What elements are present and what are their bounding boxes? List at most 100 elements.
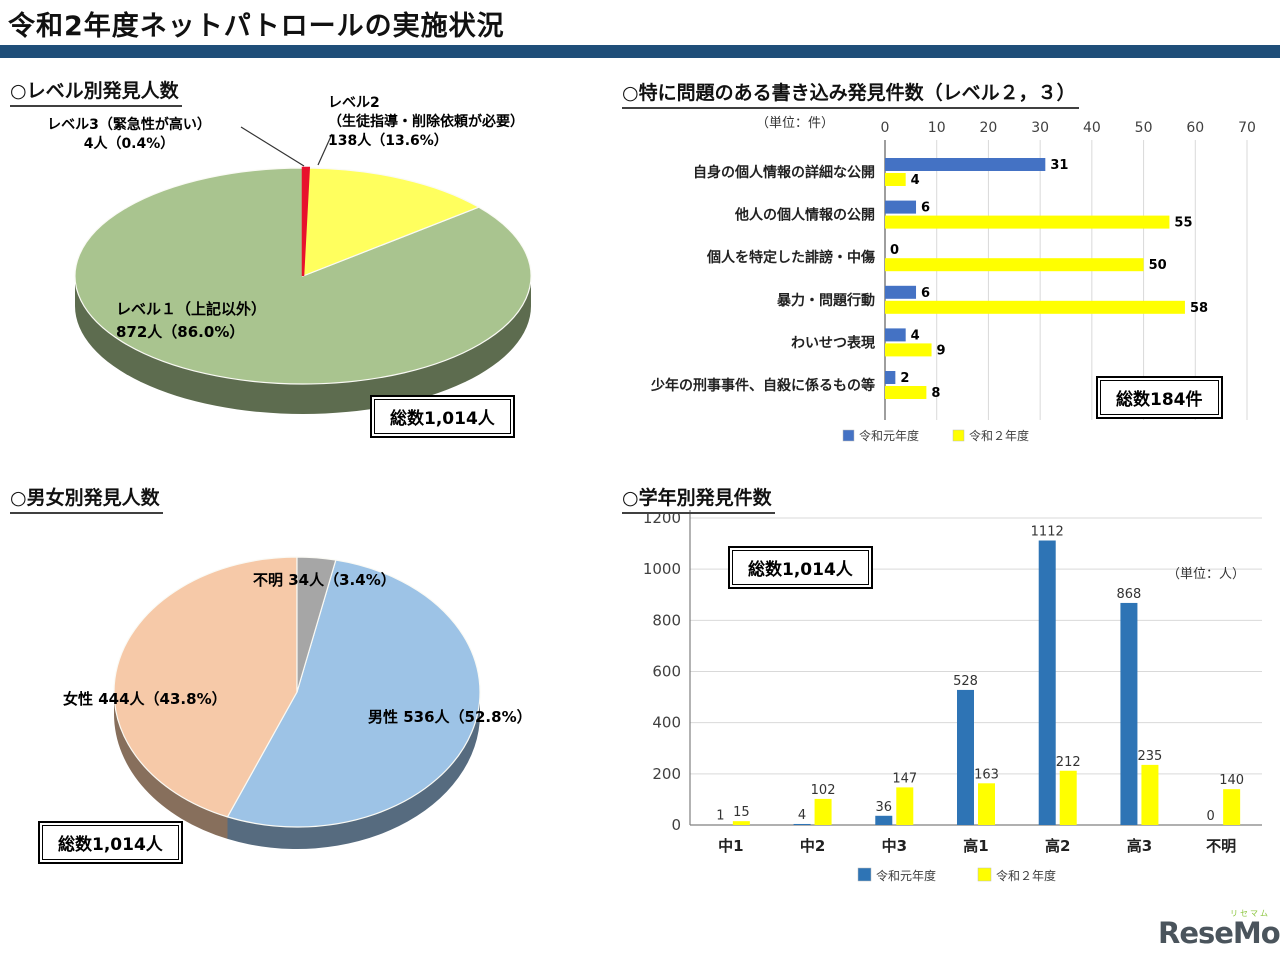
- value-label: 212: [1056, 755, 1081, 770]
- label-unknown-text: 不明: [253, 571, 284, 589]
- bar: [957, 689, 974, 825]
- logo-text-row: ReseMom.: [1158, 919, 1280, 948]
- legend-label: 令和２年度: [996, 868, 1056, 883]
- value-label: 4: [911, 328, 920, 343]
- label-level1: レベル１（上記以外） 872人（86.0%）: [116, 298, 266, 343]
- logo-kana: リセマム: [1230, 909, 1270, 918]
- pie-slice-2: [113, 556, 298, 818]
- gender-pie-heading: ○男女別発見人数: [10, 483, 163, 514]
- level-total-text: 総数1,014人: [374, 399, 511, 434]
- category-label: 自身の個人情報の詳細な公開: [693, 164, 875, 181]
- level-pie-chart: [74, 126, 532, 415]
- category-label: 暴力・問題行動: [776, 292, 875, 309]
- gender-pie-chart: [113, 556, 481, 849]
- x-tick-label: 40: [1083, 120, 1101, 136]
- grade-total-box: 総数1,014人: [728, 546, 873, 589]
- label-male-text: 男性: [368, 708, 399, 726]
- bar: [885, 158, 1046, 171]
- callout-level2-sublabel: （生徒指導・削除依頼が必要）: [328, 113, 524, 130]
- section-grade-bar: ○学年別発見件数 0 200 400 600 800 1000 1200 中1 1 15 中2 4 10…: [620, 476, 1280, 906]
- value-label: 50: [1149, 258, 1167, 273]
- pie-side: [227, 692, 480, 849]
- bar: [885, 173, 906, 186]
- y-tick-label: 200: [652, 765, 681, 783]
- pie-slice-1: [226, 559, 481, 828]
- gender-total-text: 総数1,014人: [42, 825, 179, 860]
- callout-level2: レベル2 （生徒指導・削除依頼が必要） 138人（13.6%）: [328, 94, 524, 151]
- callout-level3-value: 4人（0.4%）: [83, 135, 175, 152]
- bar: [814, 798, 832, 825]
- category-label: 少年の刑事事件、自殺に係るもの等: [650, 377, 875, 394]
- category-label: 中3: [882, 837, 907, 855]
- gender-total-box: 総数1,014人: [38, 821, 183, 864]
- legend-swatch: [842, 429, 855, 442]
- value-label: 147: [892, 771, 917, 786]
- problem-total-box: 総数184件: [1096, 376, 1223, 419]
- x-tick-label: 30: [1031, 120, 1049, 136]
- label-female-value: 444人（43.8%）: [98, 690, 227, 708]
- value-label: 1: [716, 809, 724, 824]
- value-label: 8: [931, 386, 940, 401]
- callout-level3: レベル3（緊急性が高い） 4人（0.4%）: [13, 116, 245, 154]
- bar: [732, 821, 750, 825]
- label-female: 女性 444人（43.8%）: [63, 688, 227, 711]
- category-label: 中2: [800, 837, 825, 855]
- value-label: 868: [1117, 587, 1142, 602]
- legend-label: 令和元年度: [876, 868, 936, 883]
- value-label: 15: [733, 805, 750, 820]
- title-accent-bar: [0, 45, 1280, 58]
- section-problem-bar: ○特に問題のある書き込み発見件数（レベル２，３） （単位：件） 0 10 20 30 4…: [620, 70, 1280, 470]
- bar: [885, 285, 917, 299]
- value-label: 31: [1050, 158, 1068, 173]
- legend-label: 令和２年度: [969, 428, 1029, 443]
- pointer-line: [317, 133, 333, 166]
- legend-swatch: [857, 867, 872, 882]
- category-label: 個人を特定した誹謗・中傷: [706, 249, 875, 266]
- value-label: 6: [921, 286, 930, 301]
- category-label: 他人の個人情報の公開: [734, 207, 875, 224]
- grade-total-text: 総数1,014人: [732, 550, 869, 585]
- pie-slice-1: [302, 167, 481, 277]
- resemom-logo: リセマム ReseMom.: [1158, 908, 1280, 948]
- bar: [793, 823, 811, 825]
- pie-side: [75, 276, 531, 415]
- value-label: 2: [900, 371, 909, 386]
- x-tick-label: 60: [1186, 120, 1204, 136]
- bar: [885, 386, 927, 399]
- category-label: わいせつ表現: [791, 334, 875, 351]
- bar: [1141, 764, 1159, 825]
- x-tick-label: 20: [980, 120, 998, 136]
- bar: [1223, 789, 1241, 825]
- section-gender-pie: ○男女別発見人数 不明 34人（3.4%） 女性 444人（43.8%） 男性 …: [8, 476, 608, 906]
- bar: [875, 815, 893, 825]
- legend-swatch: [977, 867, 992, 882]
- value-label: 0: [890, 243, 899, 258]
- page-title: 令和2年度ネットパトロールの実施状況: [8, 11, 505, 42]
- level-total-box: 総数1,014人: [370, 395, 515, 438]
- value-label: 4: [798, 808, 806, 823]
- pointer-line: [240, 126, 305, 167]
- value-label: 9: [937, 343, 946, 358]
- section-level-pie: ○レベル別発見人数 レベル3（緊急性が高い） 4人（0.4%） レベル2 （生徒…: [8, 70, 608, 470]
- bar: [1038, 540, 1056, 825]
- y-tick-label: 0: [671, 816, 681, 834]
- category-label: 高3: [1127, 837, 1152, 855]
- label-level1-text: レベル１（上記以外）: [116, 300, 267, 318]
- pie-slice-0: [301, 166, 311, 277]
- problem-bar-heading: ○特に問題のある書き込み発見件数（レベル２，３）: [622, 78, 1079, 109]
- x-tick-label: 50: [1135, 120, 1153, 136]
- legend-label: 令和元年度: [859, 428, 919, 443]
- y-tick-label: 1000: [643, 560, 681, 578]
- value-label: 235: [1138, 749, 1163, 764]
- bar: [885, 343, 932, 357]
- x-tick-label: 0: [881, 120, 890, 136]
- level-pie-heading: ○レベル別発見人数: [10, 76, 182, 107]
- x-tick-label: 70: [1238, 120, 1256, 136]
- bar: [885, 258, 1144, 272]
- callout-level2-label: レベル2: [328, 95, 380, 111]
- grade-bar-heading: ○学年別発見件数: [622, 483, 775, 514]
- category-label: 不明: [1206, 837, 1236, 855]
